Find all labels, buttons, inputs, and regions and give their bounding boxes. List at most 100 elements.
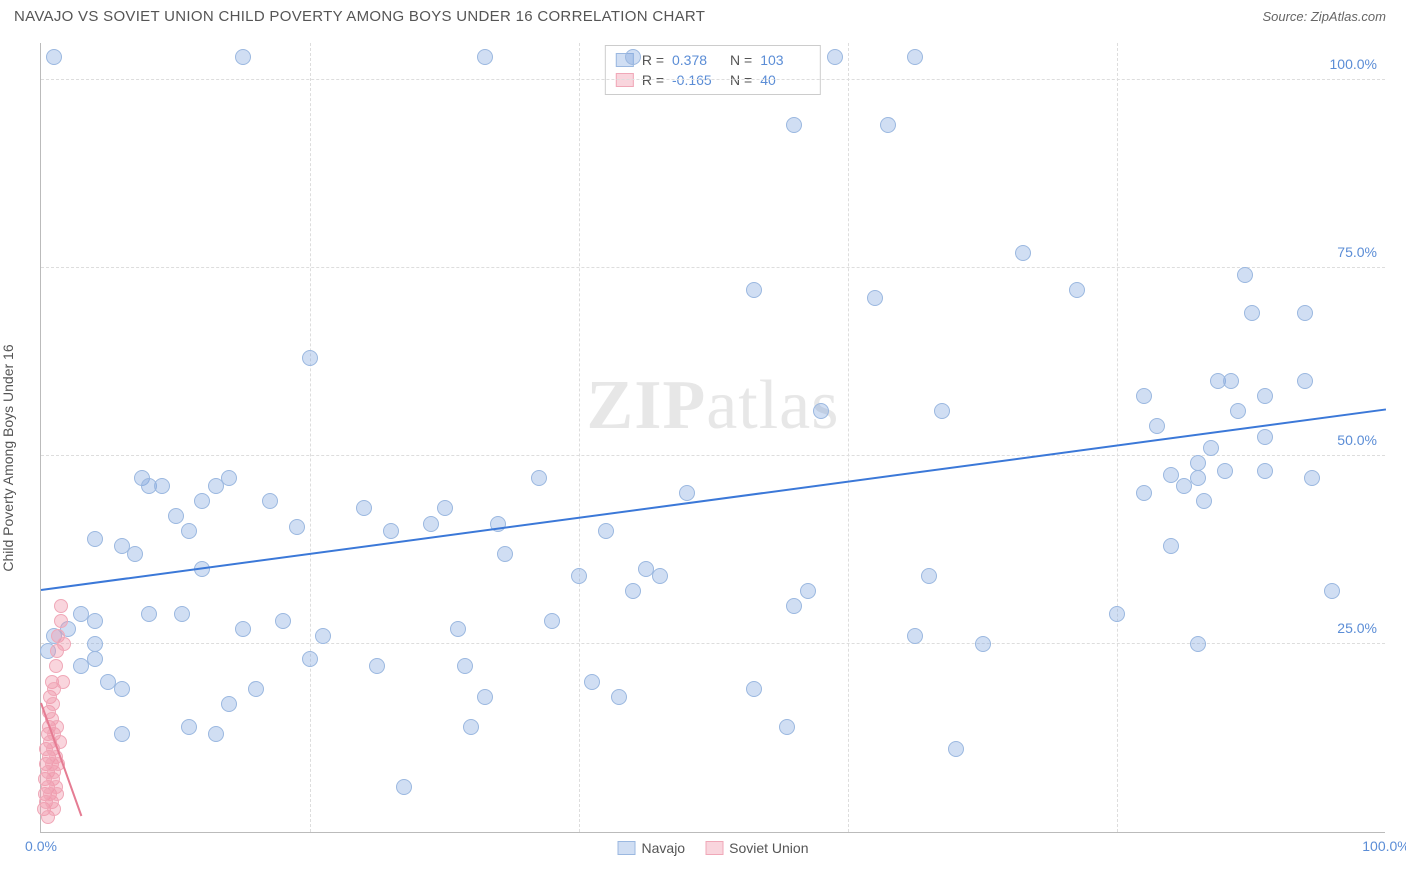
scatter-point bbox=[56, 675, 70, 689]
scatter-point bbox=[114, 681, 130, 697]
legend-series-label: Navajo bbox=[642, 840, 686, 856]
scatter-point bbox=[437, 500, 453, 516]
gridline-vertical bbox=[310, 43, 311, 832]
watermark: ZIPatlas bbox=[587, 366, 840, 446]
scatter-point bbox=[571, 568, 587, 584]
y-axis-label: Child Poverty Among Boys Under 16 bbox=[0, 344, 16, 571]
x-tick-label: 0.0% bbox=[25, 838, 57, 854]
legend-n-label: N = bbox=[730, 52, 752, 68]
scatter-point bbox=[1244, 305, 1260, 321]
scatter-point bbox=[867, 290, 883, 306]
scatter-point bbox=[477, 689, 493, 705]
scatter-point bbox=[221, 470, 237, 486]
scatter-point bbox=[477, 49, 493, 65]
scatter-point bbox=[46, 697, 60, 711]
scatter-point bbox=[181, 719, 197, 735]
source-prefix: Source: bbox=[1262, 9, 1310, 24]
scatter-point bbox=[423, 516, 439, 532]
scatter-point bbox=[531, 470, 547, 486]
scatter-point bbox=[948, 741, 964, 757]
scatter-point bbox=[1297, 373, 1313, 389]
scatter-point bbox=[87, 531, 103, 547]
scatter-point bbox=[1136, 485, 1152, 501]
scatter-point bbox=[625, 49, 641, 65]
scatter-point bbox=[174, 606, 190, 622]
scatter-point bbox=[87, 636, 103, 652]
scatter-point bbox=[679, 485, 695, 501]
scatter-point bbox=[289, 519, 305, 535]
scatter-point bbox=[396, 779, 412, 795]
scatter-point bbox=[221, 696, 237, 712]
scatter-point bbox=[54, 599, 68, 613]
scatter-point bbox=[275, 613, 291, 629]
scatter-point bbox=[786, 598, 802, 614]
scatter-point bbox=[383, 523, 399, 539]
scatter-point bbox=[208, 726, 224, 742]
trend-line bbox=[41, 409, 1386, 592]
scatter-point bbox=[907, 49, 923, 65]
scatter-point bbox=[544, 613, 560, 629]
scatter-point bbox=[114, 726, 130, 742]
scatter-point bbox=[746, 681, 762, 697]
plot-area: ZIPatlas R =0.378N =103R =-0.165N =40 Na… bbox=[40, 43, 1385, 833]
scatter-point bbox=[235, 621, 251, 637]
source-attribution: Source: ZipAtlas.com bbox=[1262, 9, 1386, 24]
scatter-point bbox=[1203, 440, 1219, 456]
scatter-point bbox=[1304, 470, 1320, 486]
scatter-point bbox=[181, 523, 197, 539]
scatter-point bbox=[457, 658, 473, 674]
scatter-point bbox=[194, 493, 210, 509]
scatter-point bbox=[611, 689, 627, 705]
scatter-point bbox=[302, 350, 318, 366]
source-name: ZipAtlas.com bbox=[1311, 9, 1386, 24]
scatter-point bbox=[907, 628, 923, 644]
gridline-horizontal bbox=[41, 455, 1385, 456]
gridline-vertical bbox=[1117, 43, 1118, 832]
watermark-bold: ZIP bbox=[587, 367, 707, 444]
y-tick-label: 75.0% bbox=[1337, 244, 1377, 260]
legend-swatch bbox=[618, 841, 636, 855]
gridline-vertical bbox=[579, 43, 580, 832]
scatter-point bbox=[598, 523, 614, 539]
scatter-point bbox=[827, 49, 843, 65]
scatter-point bbox=[584, 674, 600, 690]
scatter-point bbox=[50, 787, 64, 801]
scatter-point bbox=[800, 583, 816, 599]
scatter-point bbox=[1223, 373, 1239, 389]
scatter-point bbox=[1297, 305, 1313, 321]
scatter-point bbox=[1163, 538, 1179, 554]
scatter-point bbox=[87, 613, 103, 629]
y-tick-label: 25.0% bbox=[1337, 620, 1377, 636]
scatter-point bbox=[1257, 429, 1273, 445]
scatter-point bbox=[921, 568, 937, 584]
scatter-point bbox=[934, 403, 950, 419]
gridline-horizontal bbox=[41, 267, 1385, 268]
legend-r-label: R = bbox=[642, 52, 664, 68]
scatter-point bbox=[1163, 467, 1179, 483]
scatter-point bbox=[625, 583, 641, 599]
scatter-point bbox=[786, 117, 802, 133]
scatter-point bbox=[248, 681, 264, 697]
scatter-point bbox=[262, 493, 278, 509]
chart-header: NAVAJO VS SOVIET UNION CHILD POVERTY AMO… bbox=[0, 0, 1406, 33]
scatter-point bbox=[47, 802, 61, 816]
scatter-point bbox=[1257, 388, 1273, 404]
scatter-point bbox=[49, 659, 63, 673]
scatter-point bbox=[1109, 606, 1125, 622]
legend-swatch bbox=[705, 841, 723, 855]
y-tick-label: 50.0% bbox=[1337, 432, 1377, 448]
legend-row: R =0.378N =103 bbox=[616, 50, 810, 70]
legend-r-label: R = bbox=[642, 72, 664, 88]
legend-series-item: Soviet Union bbox=[705, 840, 808, 856]
legend-r-value: -0.165 bbox=[672, 72, 722, 88]
scatter-point bbox=[652, 568, 668, 584]
scatter-point bbox=[1069, 282, 1085, 298]
scatter-point bbox=[1190, 455, 1206, 471]
scatter-point bbox=[1015, 245, 1031, 261]
scatter-point bbox=[1237, 267, 1253, 283]
gridline-horizontal bbox=[41, 79, 1385, 80]
scatter-point bbox=[746, 282, 762, 298]
chart-container: Child Poverty Among Boys Under 16 ZIPatl… bbox=[0, 33, 1406, 883]
gridline-horizontal bbox=[41, 643, 1385, 644]
scatter-point bbox=[168, 508, 184, 524]
